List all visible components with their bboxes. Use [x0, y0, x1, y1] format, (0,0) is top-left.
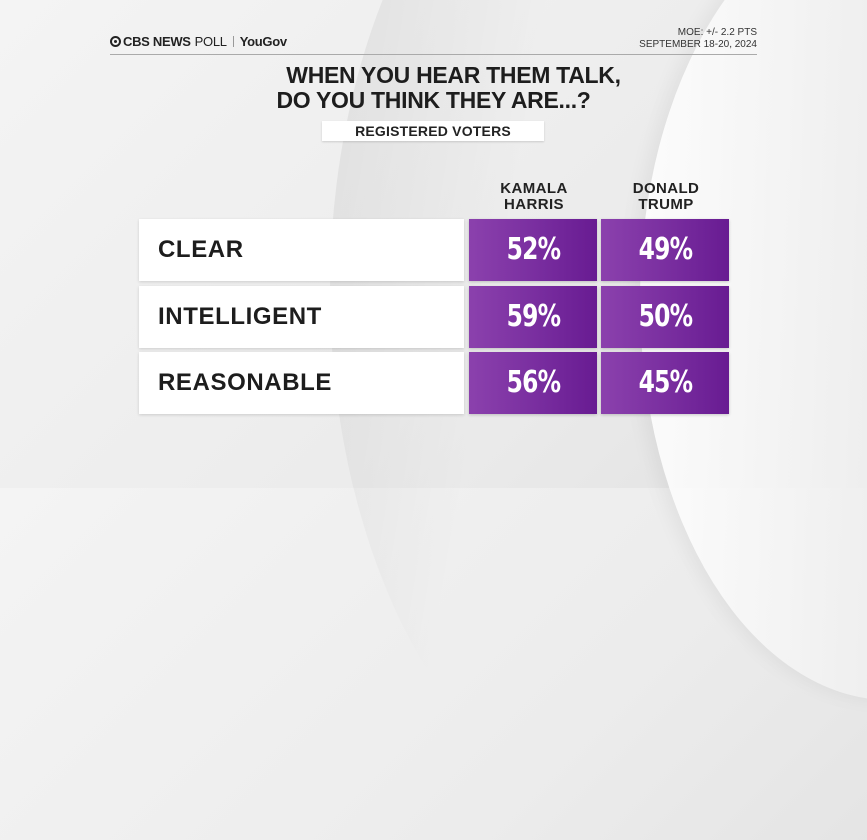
row-label: REASONABLE — [139, 352, 464, 414]
harris-value: 59% — [506, 299, 560, 334]
harris-value-cell: 56% — [469, 352, 597, 414]
logo-divider — [232, 36, 234, 47]
row-label: CLEAR — [139, 219, 464, 281]
column-header-line: KAMALA — [500, 180, 568, 197]
row-label: INTELLIGENT — [139, 286, 464, 348]
cbs-eye-icon — [110, 36, 121, 47]
harris-value: 52% — [506, 232, 560, 267]
column-header-harris: KAMALA HARRIS — [469, 181, 599, 213]
poll-header: CBS NEWS POLL YouGov MOE: +/- 2.2 PTS SE… — [110, 27, 757, 55]
chart-title: WHEN YOU HEAR THEM TALK, DO YOU THINK TH… — [0, 63, 867, 113]
margin-of-error: MOE: +/- 2.2 PTS — [677, 27, 757, 38]
poll-dates: SEPTEMBER 18-20, 2024 — [639, 39, 757, 50]
harris-value-cell: 59% — [469, 286, 597, 348]
trump-value-cell: 49% — [601, 219, 729, 281]
column-header-line: DONALD — [632, 180, 700, 197]
chart-subtitle: REGISTERED VOTERS — [322, 121, 544, 141]
brand-suffix: POLL — [194, 34, 227, 49]
title-line-1: WHEN YOU HEAR THEM TALK, — [286, 62, 621, 88]
brand-name: CBS NEWS — [123, 34, 191, 49]
poll-meta: MOE: +/- 2.2 PTS SEPTEMBER 18-20, 2024 — [639, 27, 757, 51]
harris-value: 56% — [506, 365, 560, 400]
title-line-2: DO YOU THINK THEY ARE...? — [276, 87, 591, 113]
harris-value-cell: 52% — [469, 219, 597, 281]
trump-value-cell: 50% — [601, 286, 729, 348]
trump-value: 49% — [638, 232, 692, 267]
column-header-line: HARRIS — [504, 196, 564, 213]
cbs-news-poll-logo: CBS NEWS POLL YouGov — [110, 34, 287, 49]
trump-value: 45% — [638, 365, 692, 400]
trump-value: 50% — [638, 299, 692, 334]
partner-logo: YouGov — [239, 34, 287, 49]
column-header-line: TRUMP — [638, 196, 694, 213]
trump-value-cell: 45% — [601, 352, 729, 414]
column-header-trump: DONALD TRUMP — [601, 181, 731, 213]
